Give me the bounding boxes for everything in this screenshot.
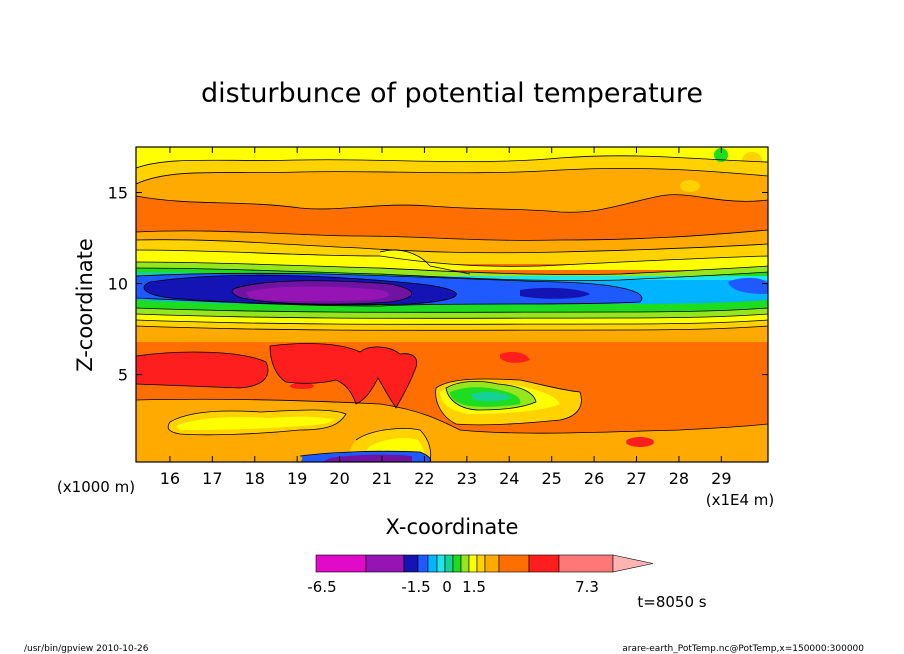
colorbar-segment xyxy=(427,554,438,573)
contour-field xyxy=(136,147,768,462)
x-tick-label: 22 xyxy=(414,469,434,488)
contour-core xyxy=(322,454,412,462)
contour-blob xyxy=(626,437,654,447)
x-tick-label: 21 xyxy=(372,469,392,488)
contour-blob xyxy=(520,287,590,299)
x-tick-label: 26 xyxy=(584,469,604,488)
x-tick-label: 19 xyxy=(287,469,307,488)
colorbar-segment xyxy=(468,554,478,573)
colorbar-label: 1.5 xyxy=(462,578,486,596)
contour-blob xyxy=(470,391,512,402)
x-axis-ticks: 16 17 18 19 20 21 22 23 24 25 26 27 28 29 xyxy=(160,147,732,488)
y-axis-label: Z-coordinate xyxy=(73,238,97,372)
colorbar-segment xyxy=(528,554,560,573)
colorbar-label: 7.3 xyxy=(575,578,599,596)
colorbar-label: -6.5 xyxy=(307,578,336,596)
colorbar-segment xyxy=(558,554,614,573)
colorbar-segment xyxy=(484,554,500,573)
colorbar-segment xyxy=(436,554,446,573)
colorbar-segment xyxy=(365,554,405,573)
colorbar-segment xyxy=(315,554,367,573)
colorbar-segment xyxy=(417,554,429,573)
contour-warm xyxy=(136,352,268,388)
x-tick-label: 18 xyxy=(245,469,265,488)
contour-band xyxy=(176,416,334,430)
chart-title: disturbunce of potential temperature xyxy=(201,78,703,109)
colorbar-segment xyxy=(476,554,486,573)
x-tick-label: 29 xyxy=(711,469,731,488)
contour-blob xyxy=(500,352,530,363)
x-tick-label: 23 xyxy=(457,469,477,488)
x-tick-label: 16 xyxy=(160,469,180,488)
contour-core xyxy=(246,286,390,302)
x-tick-label: 24 xyxy=(499,469,519,488)
x-axis-label: X-coordinate xyxy=(386,515,519,539)
contour-band xyxy=(136,147,768,168)
colorbar-label: -1.5 xyxy=(401,578,430,596)
contour-blob xyxy=(742,152,762,168)
contour-blob xyxy=(728,277,768,294)
y-tick-label: 5 xyxy=(118,366,128,385)
colorbar-label: 0 xyxy=(442,578,452,596)
contour-blob xyxy=(290,383,314,389)
contour-warm xyxy=(270,343,417,408)
colorbar-segment xyxy=(498,554,530,573)
contour-band xyxy=(136,155,768,184)
x-tick-label: 20 xyxy=(329,469,349,488)
x-tick-label: 25 xyxy=(541,469,561,488)
contour-blob xyxy=(680,180,700,192)
y-tick-label: 15 xyxy=(108,184,128,203)
footer-left: /usr/bin/gpview 2010-10-26 xyxy=(24,644,149,654)
x-tick-label: 27 xyxy=(626,469,646,488)
contour-band xyxy=(136,440,303,462)
colorbar-arrow xyxy=(612,554,654,573)
colorbar xyxy=(315,554,654,573)
colorbar-labels: -6.5 -1.5 0 1.5 7.3 xyxy=(307,578,599,596)
colorbar-segment xyxy=(403,554,419,573)
contour-band xyxy=(136,168,768,213)
contour-blob xyxy=(714,148,728,162)
colorbar-segment xyxy=(444,554,454,573)
x-unit-left: (x1000 m) xyxy=(57,478,135,496)
colorbar-segment xyxy=(460,554,470,573)
footer-right: arare-earth_PotTemp.nc@PotTemp,x=150000:… xyxy=(622,644,864,654)
time-label: t=8050 s xyxy=(637,593,706,611)
y-axis-ticks: 5 10 15 xyxy=(108,184,768,385)
plot-frame xyxy=(135,146,769,463)
contour-lines xyxy=(136,155,768,462)
y-tick-label: 10 xyxy=(108,275,128,294)
colorbar-segment xyxy=(452,554,462,573)
x-tick-label: 28 xyxy=(669,469,689,488)
x-unit-right: (x1E4 m) xyxy=(706,491,775,509)
x-tick-label: 17 xyxy=(202,469,222,488)
